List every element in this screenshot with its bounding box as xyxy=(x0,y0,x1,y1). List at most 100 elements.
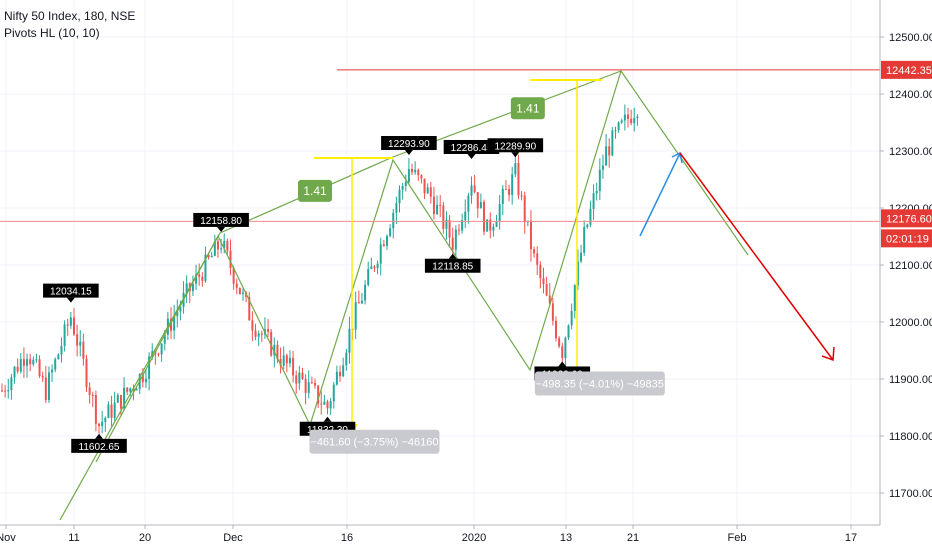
candle xyxy=(288,357,291,364)
pivot-label-pointer xyxy=(448,253,457,259)
candle xyxy=(601,165,604,170)
pivot-label-pointer xyxy=(511,152,520,158)
candle xyxy=(270,331,273,356)
candle xyxy=(91,394,94,396)
candle xyxy=(551,303,554,321)
candle xyxy=(123,387,126,409)
time-tick-label: Nov xyxy=(0,532,16,544)
pivot-label-box xyxy=(193,212,249,227)
candle xyxy=(326,401,329,409)
candle xyxy=(38,359,41,377)
candle xyxy=(116,395,119,403)
candle xyxy=(517,163,520,196)
candle xyxy=(260,333,263,335)
candle xyxy=(420,175,423,179)
candle xyxy=(360,300,363,304)
candle xyxy=(620,120,623,123)
pivot-label-pointer xyxy=(95,433,104,439)
candle xyxy=(163,334,166,344)
candle xyxy=(7,390,10,392)
candle xyxy=(242,292,245,294)
candle xyxy=(251,320,254,331)
candle xyxy=(72,317,75,335)
candle xyxy=(367,269,370,285)
candle xyxy=(170,318,173,331)
candle xyxy=(148,356,151,379)
pivot-label-pointer xyxy=(467,153,476,159)
candle xyxy=(448,219,451,238)
candle xyxy=(614,130,617,132)
pivot-label: 12158.80 xyxy=(200,216,242,227)
candle xyxy=(235,283,238,288)
candle xyxy=(226,240,229,251)
candle xyxy=(204,254,207,281)
candle xyxy=(185,283,188,293)
candle xyxy=(157,353,160,355)
candle xyxy=(348,328,351,353)
candle xyxy=(44,377,47,400)
candle xyxy=(345,352,348,366)
time-tick-label: 21 xyxy=(627,532,639,544)
candle xyxy=(76,334,79,346)
time-tick-label: 11 xyxy=(68,532,79,544)
candle xyxy=(407,169,410,183)
price-axis-badge xyxy=(881,209,932,228)
price-tick-label: 12400.00 xyxy=(889,89,932,101)
candle xyxy=(558,338,561,347)
candle xyxy=(13,366,16,378)
candle xyxy=(545,283,548,296)
pivot-label: 12118.85 xyxy=(432,262,473,273)
candle xyxy=(10,377,13,391)
candle xyxy=(273,344,276,356)
price-tick-label: 11900.00 xyxy=(889,374,932,386)
candle xyxy=(429,187,432,197)
time-tick-label: 16 xyxy=(341,532,353,544)
time-tick-label: Feb xyxy=(728,532,747,544)
candle xyxy=(98,423,101,426)
time-tick-label: 20 xyxy=(139,532,151,544)
time-tick-label: 13 xyxy=(560,532,572,544)
candle xyxy=(586,224,589,228)
candle xyxy=(592,193,595,209)
candle xyxy=(314,382,316,386)
candle xyxy=(126,387,129,392)
candle xyxy=(605,146,608,166)
candle xyxy=(304,378,307,393)
candle xyxy=(107,404,110,418)
candle xyxy=(573,285,576,311)
indicator-title[interactable]: Pivots HL (10, 10) xyxy=(4,26,100,40)
price-axis xyxy=(880,0,932,550)
candle xyxy=(432,196,435,215)
candle xyxy=(473,185,476,193)
pivot-label: 12286.45 xyxy=(451,143,493,154)
candle xyxy=(238,287,241,294)
pivot-label-box xyxy=(424,258,481,273)
candle xyxy=(489,219,492,231)
candle xyxy=(442,205,445,229)
candle xyxy=(439,205,442,207)
pivot-label: 12293.90 xyxy=(388,139,430,150)
ratio-label-box xyxy=(298,179,332,202)
candle xyxy=(173,316,176,331)
candle xyxy=(113,402,116,418)
symbol-title[interactable]: Nifty 50 Index, 180, NSE xyxy=(4,9,136,23)
candle xyxy=(470,185,473,196)
drawings[interactable] xyxy=(0,69,880,521)
ratio-label: 1.41 xyxy=(303,184,327,198)
candle xyxy=(176,311,179,317)
pivot-label-pointer xyxy=(66,297,75,303)
candle xyxy=(623,114,626,121)
candle xyxy=(426,187,429,194)
candle xyxy=(144,378,147,383)
candle xyxy=(32,359,35,365)
candle xyxy=(29,359,32,365)
candle xyxy=(451,237,454,250)
candle xyxy=(329,401,332,409)
candle xyxy=(492,226,495,231)
candle xyxy=(495,221,498,227)
time-tick-label: 2020 xyxy=(462,532,486,544)
candle xyxy=(267,329,270,332)
candle xyxy=(104,417,107,422)
